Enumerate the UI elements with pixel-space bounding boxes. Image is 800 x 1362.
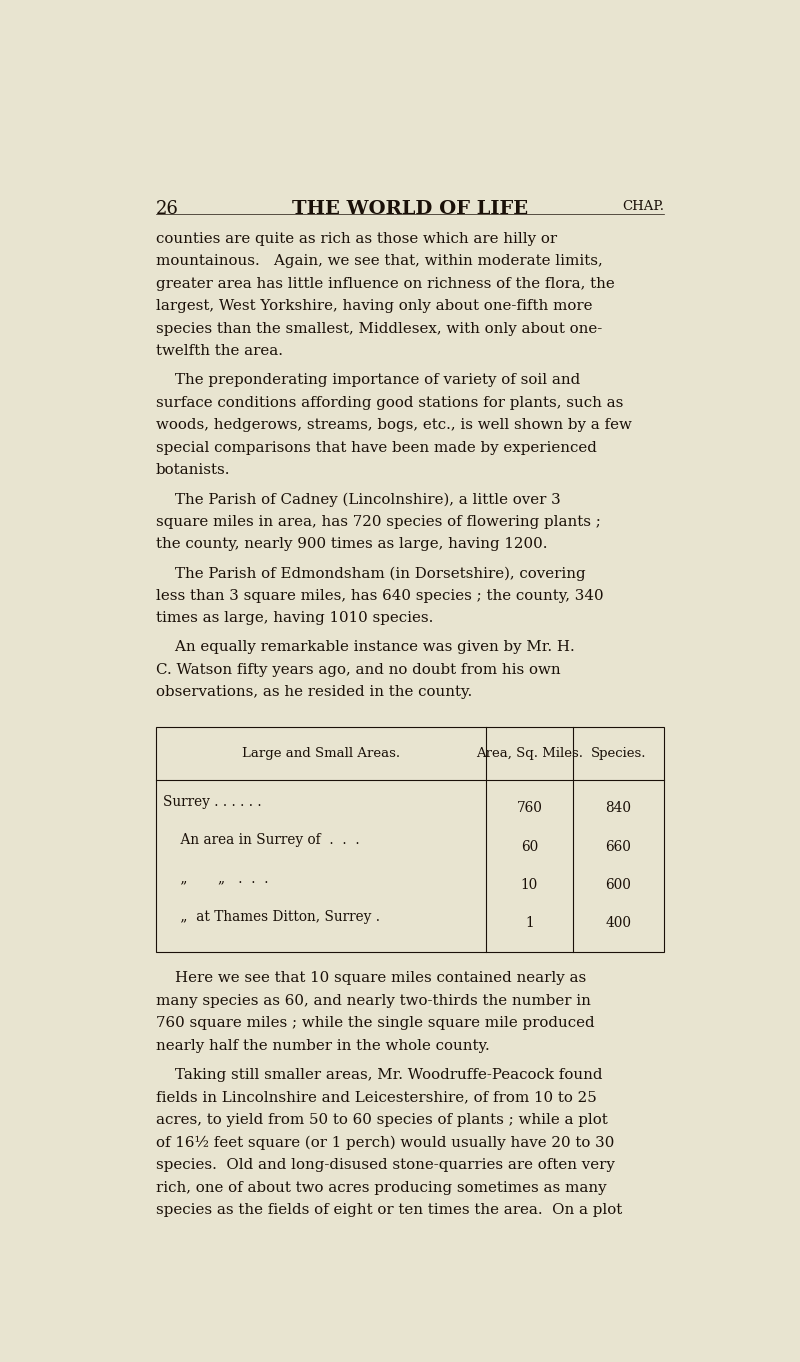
Text: 26: 26 [156,200,178,218]
Text: the county, nearly 900 times as large, having 1200.: the county, nearly 900 times as large, h… [156,538,547,552]
Text: Species.: Species. [590,746,646,760]
Text: counties are quite as rich as those which are hilly or: counties are quite as rich as those whic… [156,232,557,245]
Text: 400: 400 [606,917,631,930]
Text: of 16½ feet square (or 1 perch) would usually have 20 to 30: of 16½ feet square (or 1 perch) would us… [156,1136,614,1150]
Text: many species as 60, and nearly two-thirds the number in: many species as 60, and nearly two-third… [156,994,590,1008]
Text: Area, Sq. Miles.: Area, Sq. Miles. [476,746,583,760]
Text: surface conditions affording good stations for plants, such as: surface conditions affording good statio… [156,396,623,410]
Text: THE WORLD OF LIFE: THE WORLD OF LIFE [292,200,528,218]
Text: largest, West Yorkshire, having only about one-fifth more: largest, West Yorkshire, having only abo… [156,300,592,313]
Text: species.  Old and long-disused stone-quarries are often very: species. Old and long-disused stone-quar… [156,1158,614,1173]
Text: acres, to yield from 50 to 60 species of plants ; while a plot: acres, to yield from 50 to 60 species of… [156,1113,607,1126]
Text: An area in Surrey of  .  .  .: An area in Surrey of . . . [163,834,360,847]
Text: botanists.: botanists. [156,463,230,477]
Text: C. Watson fifty years ago, and no doubt from his own: C. Watson fifty years ago, and no doubt … [156,663,561,677]
Text: „  at Thames Ditton, Surrey .: „ at Thames Ditton, Surrey . [163,910,380,923]
Text: The Parish of Edmondsham (in Dorsetshire), covering: The Parish of Edmondsham (in Dorsetshire… [156,567,586,580]
Text: twelfth the area.: twelfth the area. [156,345,283,358]
Text: 10: 10 [521,878,538,892]
Text: rich, one of about two acres producing sometimes as many: rich, one of about two acres producing s… [156,1181,606,1194]
Text: Taking still smaller areas, Mr. Woodruffe-Peacock found: Taking still smaller areas, Mr. Woodruff… [156,1068,602,1081]
Text: mountainous.   Again, we see that, within moderate limits,: mountainous. Again, we see that, within … [156,255,602,268]
Text: The preponderating importance of variety of soil and: The preponderating importance of variety… [156,373,580,387]
Text: greater area has little influence on richness of the flora, the: greater area has little influence on ric… [156,276,614,290]
Text: woods, hedgerows, streams, bogs, etc., is well shown by a few: woods, hedgerows, streams, bogs, etc., i… [156,418,632,432]
Text: Large and Small Areas.: Large and Small Areas. [242,746,400,760]
Text: 660: 660 [606,840,631,854]
Text: times as large, having 1010 species.: times as large, having 1010 species. [156,612,433,625]
Text: 760: 760 [517,801,542,816]
Text: 1: 1 [525,917,534,930]
Text: CHAP.: CHAP. [622,200,664,212]
Text: less than 3 square miles, has 640 species ; the county, 340: less than 3 square miles, has 640 specie… [156,588,603,603]
Text: 840: 840 [606,801,631,816]
Text: fields in Lincolnshire and Leicestershire, of from 10 to 25: fields in Lincolnshire and Leicestershir… [156,1091,597,1105]
Text: observations, as he resided in the county.: observations, as he resided in the count… [156,685,472,699]
Text: 760 square miles ; while the single square mile produced: 760 square miles ; while the single squa… [156,1016,594,1031]
Text: The Parish of Cadney (Lincolnshire), a little over 3: The Parish of Cadney (Lincolnshire), a l… [156,492,561,507]
Text: Here we see that 10 square miles contained nearly as: Here we see that 10 square miles contain… [156,971,586,985]
Text: 600: 600 [606,878,631,892]
Text: „       „   .  .  .: „ „ . . . [163,872,269,885]
Bar [156,726,664,952]
Text: Surrey . . . . . .: Surrey . . . . . . [163,795,262,809]
Text: species than the smallest, Middlesex, with only about one-: species than the smallest, Middlesex, wi… [156,321,602,336]
Text: nearly half the number in the whole county.: nearly half the number in the whole coun… [156,1039,490,1053]
Text: square miles in area, has 720 species of flowering plants ;: square miles in area, has 720 species of… [156,515,601,528]
Text: An equally remarkable instance was given by Mr. H.: An equally remarkable instance was given… [156,640,574,654]
Text: special comparisons that have been made by experienced: special comparisons that have been made … [156,441,597,455]
Text: 60: 60 [521,840,538,854]
Text: species as the fields of eight or ten times the area.  On a plot: species as the fields of eight or ten ti… [156,1203,622,1218]
